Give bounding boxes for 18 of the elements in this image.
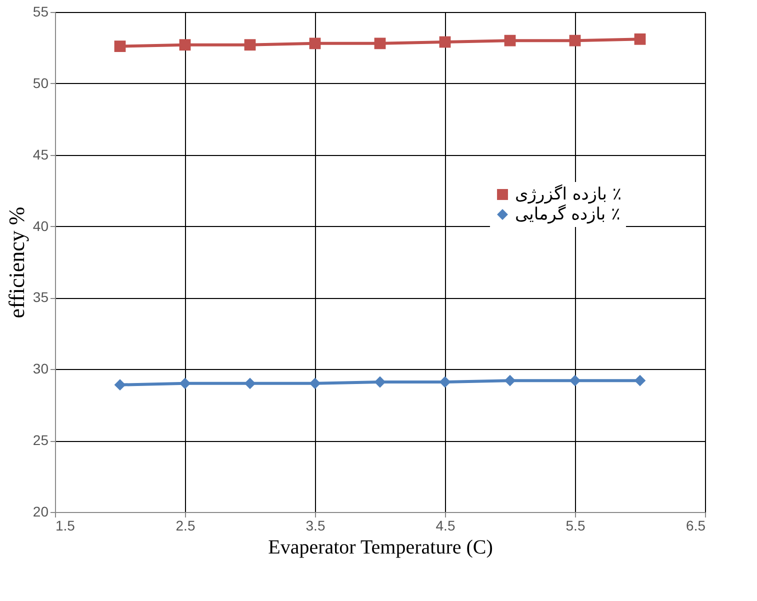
x-tick-label: 4.5 [436,518,456,534]
legend-label: بازده اگزرژی ٪ [515,184,622,204]
y-tick-label: 40 [32,218,49,234]
y-tick-label: 25 [32,432,49,448]
y-tick-label: 30 [32,360,49,377]
x-tick-label: 1.5 [56,518,76,534]
x-tick-label: 2.5 [176,518,196,534]
y-tick-label: 35 [32,289,49,306]
x-tick-label: 3.5 [306,518,326,534]
y-tick-label: 45 [32,146,49,162]
y-axis-title: efficiency % [4,206,29,318]
x-axis-title: Evaperator Temperature (C) [268,536,493,558]
y-tick-label: 55 [32,4,49,20]
y-tick-label: 50 [32,74,49,91]
legend-label: بازده گرمایی ٪ [515,204,620,224]
x-tick-label: 5.5 [566,518,586,534]
x-tick-label: 6.5 [686,518,706,534]
y-tick-label: 20 [32,504,49,520]
